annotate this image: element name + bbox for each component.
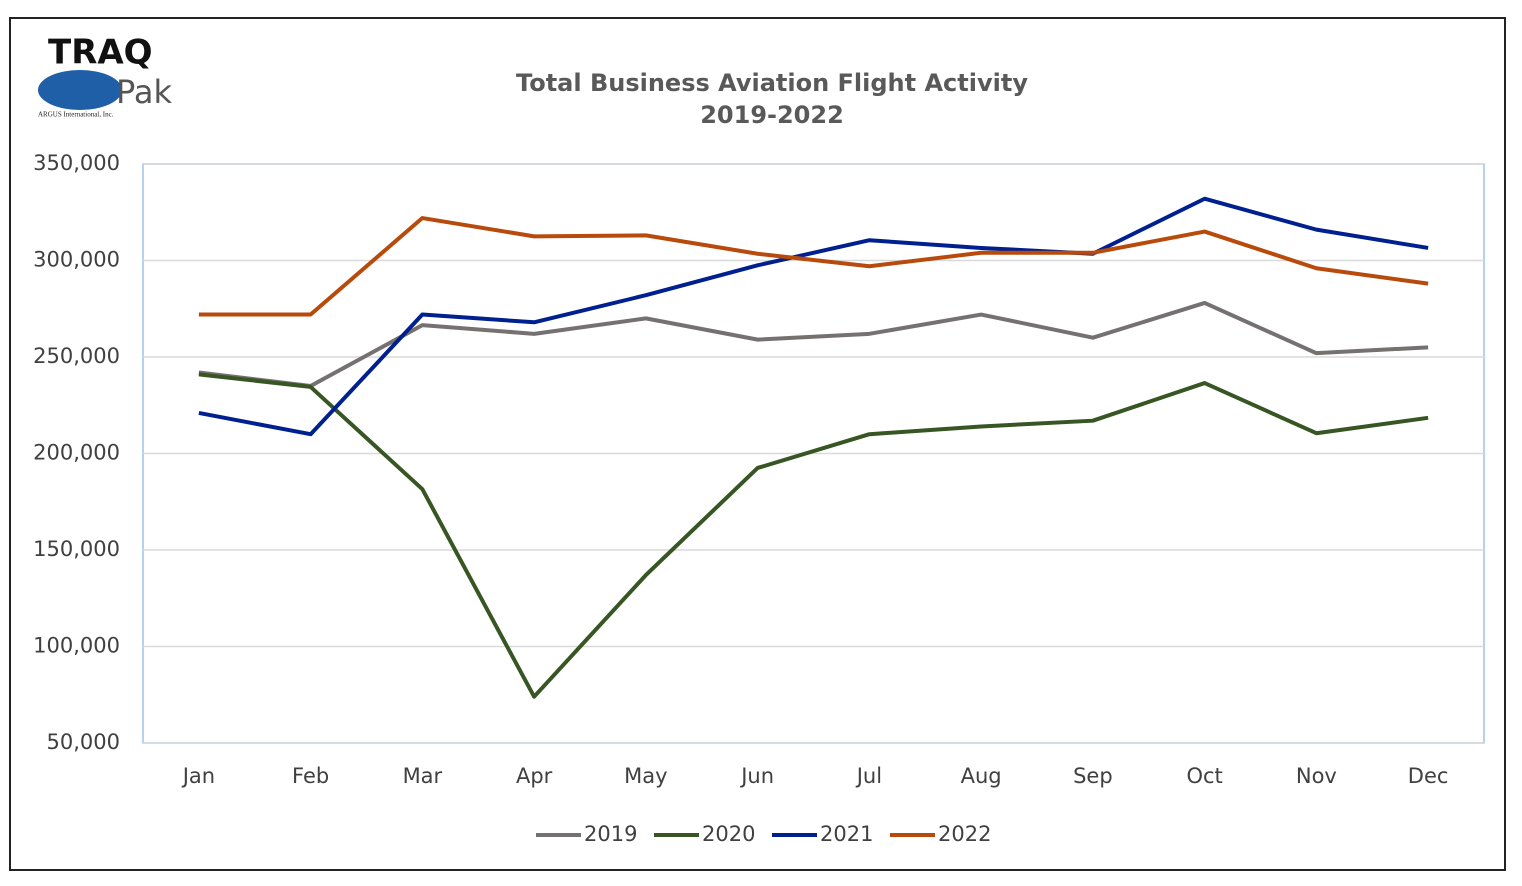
line-series (198, 196, 1429, 437)
line-series (198, 372, 1429, 699)
x-tick-label: Apr (516, 764, 553, 788)
x-tick-label: Jan (181, 764, 215, 788)
logo-sub: Pak (116, 73, 172, 111)
logo-name: TRAQ (48, 33, 153, 73)
x-tick-label: Dec (1408, 764, 1449, 788)
legend-label: 2020 (702, 822, 755, 846)
logo-globe (38, 70, 122, 110)
y-tick-label: 50,000 (47, 730, 120, 754)
legend-label: 2022 (938, 822, 991, 846)
x-tick-label: Oct (1186, 764, 1222, 788)
x-tick-label: Sep (1073, 764, 1113, 788)
y-tick-label: 350,000 (33, 151, 120, 175)
x-tick-label: Jul (855, 764, 882, 788)
x-tick-label: May (624, 764, 667, 788)
x-tick-label: Mar (403, 764, 443, 788)
logo: TRAQ Pak ARGUS International, Inc. (38, 33, 172, 119)
y-tick-label: 150,000 (33, 537, 120, 561)
x-tick-label: Nov (1296, 764, 1337, 788)
x-tick-label: Jun (739, 764, 774, 788)
y-tick-label: 300,000 (33, 248, 120, 272)
y-tick-label: 250,000 (33, 344, 120, 368)
chart-subtitle: 2019-2022 (700, 101, 844, 129)
line-series (198, 216, 1429, 317)
legend-label: 2019 (584, 822, 637, 846)
x-tick-label: Feb (292, 764, 329, 788)
legend-label: 2021 (820, 822, 873, 846)
chart-title: Total Business Aviation Flight Activity (516, 69, 1028, 97)
x-tick-label: Aug (961, 764, 1002, 788)
y-tick-label: 100,000 (33, 634, 120, 658)
frame (9, 17, 1506, 871)
y-tick-label: 200,000 (33, 441, 120, 465)
logo-company: ARGUS International, Inc. (38, 111, 114, 119)
